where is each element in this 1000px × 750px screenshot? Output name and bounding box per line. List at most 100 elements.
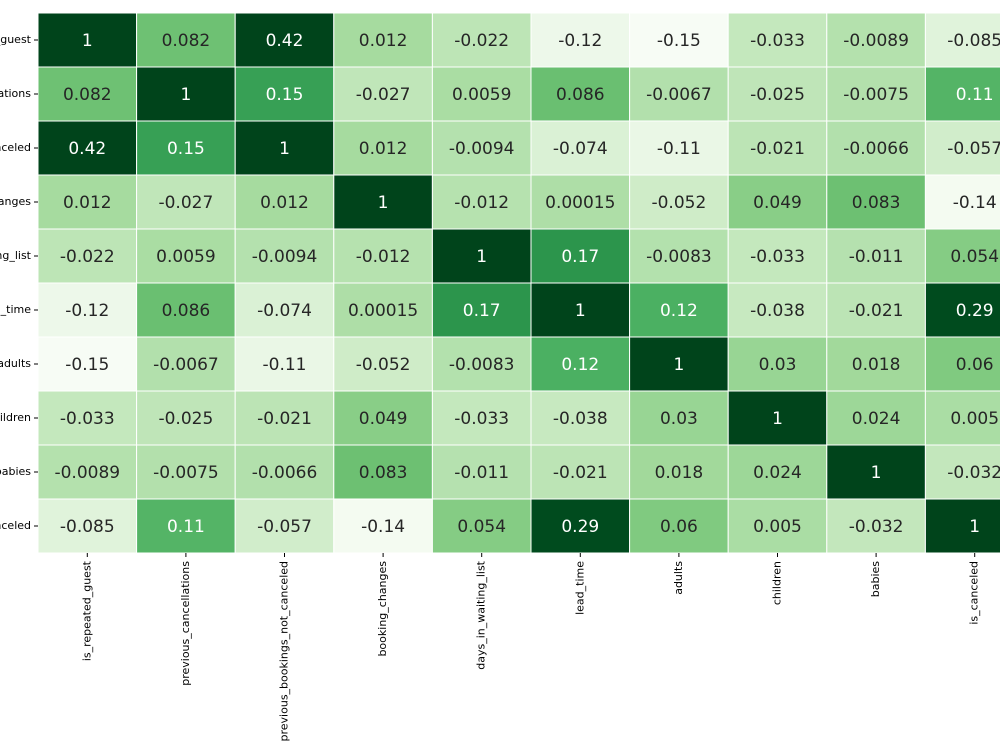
cell-value-label: -0.011 [849,247,904,267]
heatmap-cell [826,66,926,122]
y-tick-label: previous_bookings_not_canceled [0,141,31,154]
y-tick-label: previous_cancellations [0,87,31,100]
heatmap-cell [136,336,236,392]
cell-value-label: 0.054 [950,247,999,267]
cell-value-label: 1 [180,85,191,105]
cell-value-label: 0.00015 [545,193,615,213]
cell-value-label: -0.0066 [843,139,909,159]
cell-value-label: -0.074 [553,139,608,159]
heatmap-cell [234,12,335,68]
cell-value-label: -0.021 [553,463,608,483]
cell-value-label: -0.12 [558,31,602,51]
cell-value-label: 1 [772,409,783,429]
cell-value-label: -0.0083 [449,355,515,375]
cell-value-label: -0.0075 [843,85,909,105]
cell-value-label: -0.0067 [646,85,712,105]
cell-value-label: -0.027 [158,193,213,213]
cell-value-label: -0.033 [750,31,805,51]
cell-value-label: 1 [969,517,980,537]
cell-value-label: -0.012 [454,193,509,213]
heatmap-cell [924,336,1000,392]
heatmap-cell [727,174,828,230]
heatmap-cell [629,120,729,176]
heatmap-cell [727,444,828,500]
heatmap-cell [826,174,926,230]
heatmap-cell [924,12,1000,68]
y-tick-label: adults [0,357,31,370]
y-tick-label: babies [0,465,31,478]
cell-value-label: -0.0089 [843,31,909,51]
heatmap-cell [37,120,138,176]
heatmap-cell [234,336,335,392]
cell-value-label: -0.022 [60,247,115,267]
heatmap-cell [826,120,926,176]
cell-value-label: -0.038 [750,301,805,321]
heatmap-cell [924,66,1000,122]
cell-value-label: 0.03 [660,409,698,429]
cell-value-label: -0.15 [657,31,701,51]
cell-value-label: -0.15 [65,355,109,375]
cell-value-label: 0.11 [956,85,994,105]
cell-value-label: 0.012 [359,31,408,51]
cell-value-label: -0.11 [263,355,307,375]
cell-value-label: 0.082 [63,85,112,105]
cell-value-label: 0.005 [950,409,999,429]
heatmap-cell [333,12,433,68]
cell-value-label: -0.038 [553,409,608,429]
heatmap-cell [924,174,1000,230]
heatmap-cell [431,498,532,554]
cell-value-label: 0.082 [162,31,211,51]
cell-value-label: 1 [279,139,290,159]
heatmap-cell [629,228,729,284]
cell-value-label: -0.0066 [252,463,318,483]
heatmap-cell [727,120,828,176]
cell-value-label: -0.033 [60,409,115,429]
heatmap-cell [234,174,335,230]
heatmap-cell [37,444,138,500]
cell-value-label: -0.025 [158,409,213,429]
heatmap-cell [136,66,236,122]
cell-value-label: 0.012 [359,139,408,159]
cell-value-label: -0.033 [454,409,509,429]
cell-value-label: 1 [575,301,586,321]
cell-value-label: 0.12 [561,355,599,375]
heatmap-cell [924,282,1000,338]
cell-value-label: 0.06 [956,355,994,375]
cell-value-label: -0.0067 [153,355,219,375]
heatmap-cell [234,120,335,176]
heatmap-cell [37,336,138,392]
cell-value-label: -0.052 [651,193,706,213]
heatmap-cell [333,336,433,392]
cell-value-label: 0.11 [167,517,205,537]
cell-value-label: 0.083 [852,193,901,213]
cell-value-label: 0.012 [63,193,112,213]
heatmap-cell [727,498,828,554]
heatmap-cell [37,66,138,122]
x-tick-label: adults [672,561,685,595]
cell-value-label: -0.12 [65,301,109,321]
heatmap-cell [629,282,729,338]
cell-value-label: 1 [673,355,684,375]
heatmap-cell [629,498,729,554]
heatmap-cell [826,228,926,284]
cell-value-label: 0.12 [660,301,698,321]
cell-value-label: 0.06 [660,517,698,537]
cell-value-label: -0.14 [361,517,405,537]
cell-value-label: 0.086 [556,85,605,105]
x-tick-label: days_in_waiting_list [475,560,488,669]
heatmap-cell [234,228,335,284]
heatmap-cell [136,120,236,176]
cell-value-label: 1 [378,193,389,213]
cell-value-label: -0.0094 [252,247,318,267]
heatmap-cell [530,282,631,338]
heatmap-cell [727,228,828,284]
heatmap-cell [924,120,1000,176]
cell-value-label: 0.0059 [452,85,511,105]
heatmap-cell [136,498,236,554]
cell-value-label: 1 [871,463,882,483]
cell-value-label: -0.052 [356,355,411,375]
heatmap-cell [136,174,236,230]
cell-value-label: 0.03 [759,355,797,375]
cell-value-label: 0.049 [359,409,408,429]
